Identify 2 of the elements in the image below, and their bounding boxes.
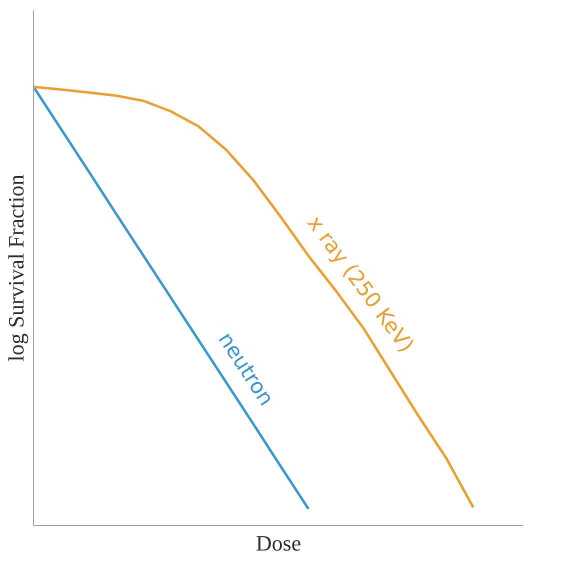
x-axis-title: Dose [256, 530, 302, 556]
y-axis-title: log Survival Fraction [4, 174, 28, 362]
